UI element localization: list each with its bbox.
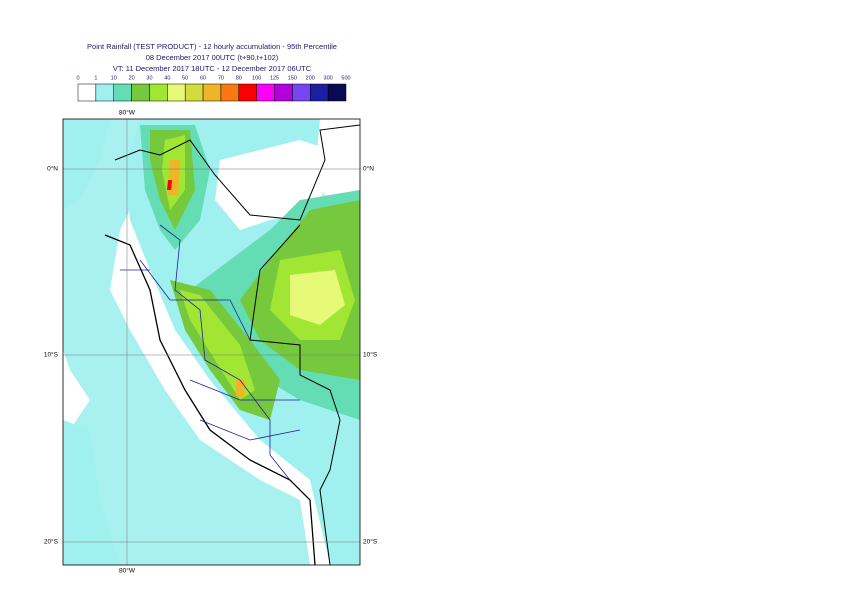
valid-time: VT: 11 December 2017 18UTC - 12 December…: [113, 64, 312, 73]
lat-label: 0°N: [47, 165, 58, 173]
lat-label: 0°N: [363, 165, 374, 173]
colorbar-box: [256, 83, 275, 102]
colorbar-label: 300: [324, 75, 333, 81]
colorbar-box: [184, 83, 204, 102]
colorbar-label: 500: [341, 75, 350, 81]
title: Point Rainfall (TEST PRODUCT) - 12 hourl…: [87, 42, 337, 51]
colorbar-box: [131, 83, 150, 102]
colorbar-label: 30: [146, 75, 152, 81]
colorbar-label: 20: [129, 75, 135, 81]
colorbar: 0 1 10 20 30 40 50 60 70 80 100 125 150 200 300 500: [76, 75, 351, 102]
lat-label: 20°S: [44, 538, 59, 546]
colorbar-box: [167, 83, 186, 102]
subtitle: 08 December 2017 00UTC (t+90,t+102): [146, 53, 279, 62]
colorbar-box: [113, 83, 132, 102]
colorbar-label: 125: [270, 75, 279, 81]
colorbar-label: 200: [306, 75, 315, 81]
colorbar-label: 150: [288, 75, 297, 81]
colorbar-box: [77, 83, 97, 102]
lat-label: 10°S: [363, 351, 378, 359]
colorbar-label: 60: [200, 75, 206, 81]
colorbar-label: 50: [182, 75, 188, 81]
colorbar-box: [310, 83, 329, 102]
colorbar-label: 100: [252, 75, 261, 81]
colorbar-box: [327, 83, 347, 102]
colorbar-box: [220, 83, 240, 102]
lon-label: 80°W: [119, 109, 136, 117]
lon-label: 80°W: [119, 567, 136, 575]
map: [63, 119, 360, 565]
lat-label: 10°S: [44, 351, 59, 359]
colorbar-label: 10: [111, 75, 117, 81]
lat-label: 20°S: [363, 538, 378, 546]
colorbar-label: 1: [94, 75, 97, 81]
colorbar-box: [202, 83, 222, 102]
colorbar-box: [274, 83, 293, 102]
colorbar-box: [95, 83, 114, 102]
colorbar-box: [149, 83, 168, 102]
colorbar-label: 40: [164, 75, 170, 81]
colorbar-label: 80: [236, 75, 242, 81]
colorbar-box: [238, 83, 257, 102]
colorbar-label: 0: [76, 75, 79, 81]
map-frame: [62, 118, 361, 566]
colorbar-box: [292, 83, 311, 102]
colorbar-label: 70: [218, 75, 224, 81]
